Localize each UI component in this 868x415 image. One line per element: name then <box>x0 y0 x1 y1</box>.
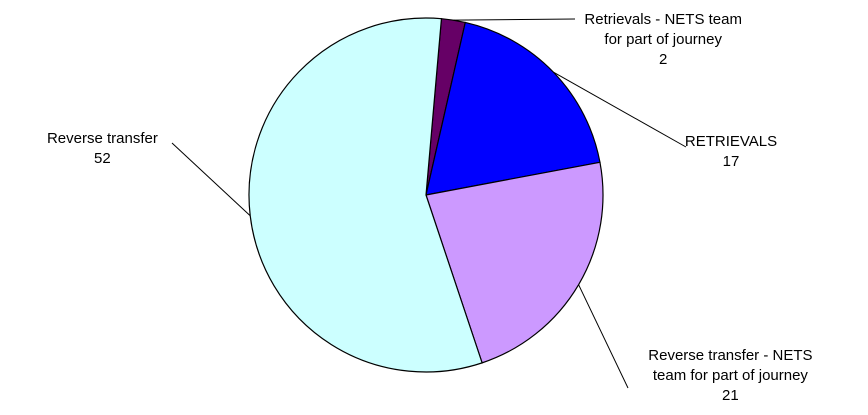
slice-labels: Retrievals - NETS team for part of journe… <box>47 11 813 404</box>
leader-line-3 <box>171 142 251 217</box>
pie-slices <box>248 17 604 373</box>
leader-line-0 <box>453 18 576 21</box>
leader-line-1 <box>553 71 687 148</box>
pie-slice-2 <box>425 161 604 364</box>
leader-lines <box>171 18 687 389</box>
slice-label-1: RETRIEVALS 17 <box>685 133 777 170</box>
pie-slice-3 <box>248 17 483 373</box>
slice-label-3: Reverse transfer 52 <box>47 130 158 167</box>
slice-label-0: Retrievals - NETS team for part of journe… <box>584 11 742 68</box>
slice-label-2: Reverse transfer - NETS team for part of … <box>648 347 812 404</box>
leader-line-2 <box>578 284 629 389</box>
